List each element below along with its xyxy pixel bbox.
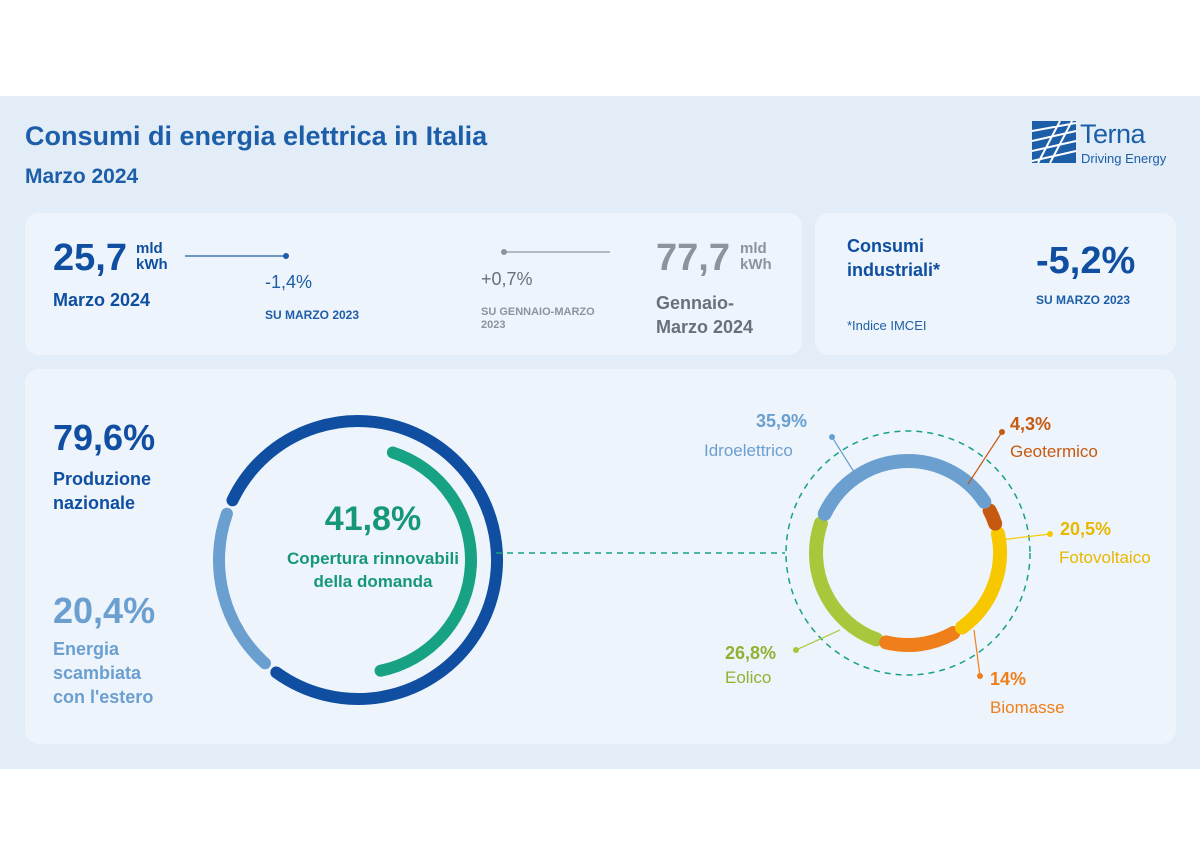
photovoltaic-callout-dot [1047, 531, 1053, 537]
consumption-card [25, 213, 802, 355]
exchange-label-3: con l'estero [53, 687, 154, 707]
photovoltaic-label: Fotovoltaico [1059, 548, 1151, 567]
source-callouts [793, 429, 1053, 679]
ytd-connector-dot [501, 249, 507, 255]
hydro-arc [817, 454, 992, 521]
renewables-coverage-value: 41,8% [324, 500, 422, 538]
ytd-unit-kwh: kWh [740, 256, 772, 273]
wind-value: 26,8% [725, 643, 777, 663]
photovoltaic-value: 20,5% [1060, 519, 1112, 539]
geothermal-callout [967, 431, 1003, 485]
industrial-label-2: industriali* [847, 260, 941, 280]
industrial-value: -5,2% [1036, 240, 1136, 282]
exchange-arc [213, 507, 271, 670]
wind-label: Eolico [725, 668, 772, 687]
national-production-label-2: nazionale [53, 493, 136, 513]
hydro-label: Idroelettrico [704, 441, 793, 460]
industrial-label-1: Consumi [847, 236, 925, 256]
exchange-value: 20,4% [53, 590, 156, 631]
industrial-delta-ref: SU MARZO 2023 [1036, 293, 1131, 307]
terna-logo-icon [1032, 121, 1077, 164]
biomass-arc [879, 626, 961, 652]
renewables-coverage-label: Copertura rinnovabili della domanda [287, 549, 459, 591]
march-value: 25,7 [53, 237, 127, 279]
ytd-period-1: Gennaio- [656, 293, 735, 313]
march-delta: -1,4% [265, 272, 313, 292]
ytd-delta-ref-2: 2023 [481, 319, 506, 331]
hydro-value: 35,9% [756, 411, 808, 431]
hydro-callout [831, 436, 855, 473]
industrial-footnote: *Indice IMCEI [847, 318, 927, 333]
wind-arc [809, 516, 884, 647]
march-period: Marzo 2024 [53, 290, 151, 310]
ytd-period-2: Marzo 2024 [656, 317, 754, 337]
ytd-delta-ref-1: SU GENNAIO-MARZO [481, 306, 595, 318]
ytd-unit-mld: mld [740, 240, 767, 257]
industrial-card [815, 213, 1176, 355]
renewables-arc [374, 446, 477, 677]
march-delta-ref: SU MARZO 2023 [265, 308, 360, 322]
exchange-label-1: Energia [53, 639, 120, 659]
page-subtitle: Marzo 2024 [25, 165, 139, 188]
page-title: Consumi di energia elettrica in Italia [25, 121, 488, 151]
march-connector-dot [283, 253, 289, 259]
biomass-label: Biomasse [990, 698, 1065, 717]
national-production-arc [226, 415, 503, 705]
national-production-label-1: Produzione [53, 469, 151, 489]
national-production-value: 79,6% [53, 417, 156, 458]
logo-tagline: Driving Energy [1081, 151, 1167, 166]
exchange-label-2: scambiata [53, 663, 142, 683]
photovoltaic-arc [954, 526, 1007, 635]
photovoltaic-callout [999, 533, 1051, 541]
ytd-delta: +0,7% [481, 269, 533, 289]
geothermal-arc [982, 503, 1003, 531]
biomass-callout [973, 629, 981, 677]
geothermal-value: 4,3% [1010, 414, 1052, 434]
march-unit-mld: mld [136, 240, 163, 257]
ytd-value: 77,7 [656, 237, 730, 279]
geothermal-callout-dot [999, 429, 1005, 435]
biomass-value: 14% [990, 669, 1027, 689]
biomass-callout-dot [977, 673, 983, 679]
sources-dashed-ring [785, 430, 1031, 676]
march-unit-kwh: kWh [136, 256, 168, 273]
hydro-callout-dot [829, 434, 835, 440]
logo-name: Terna [1080, 119, 1146, 149]
wind-callout [795, 629, 841, 651]
geothermal-label: Geotermico [1010, 442, 1098, 461]
wind-callout-dot [793, 647, 799, 653]
